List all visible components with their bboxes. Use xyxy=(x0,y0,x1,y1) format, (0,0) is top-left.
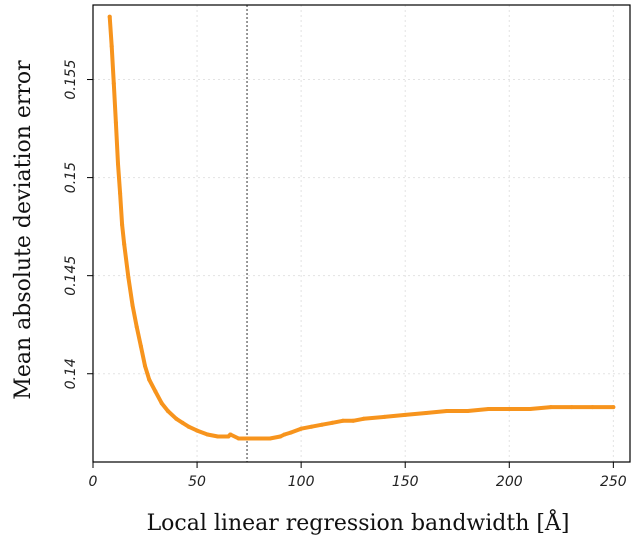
data-point xyxy=(116,161,120,166)
data-point xyxy=(195,428,200,433)
y-axis-label: Mean absolute deviation error xyxy=(11,60,36,400)
data-point xyxy=(528,407,533,411)
data-point xyxy=(205,432,210,437)
y-tick-label: 0.155 xyxy=(63,59,79,99)
data-point xyxy=(309,424,314,429)
data-points xyxy=(107,14,616,441)
data-point xyxy=(215,434,220,439)
y-tick-label: 0.15 xyxy=(63,162,79,193)
data-point xyxy=(138,344,143,349)
data-point xyxy=(330,420,335,425)
data-point xyxy=(444,409,449,413)
x-tick-label: 150 xyxy=(392,474,419,490)
y-tick-label: 0.145 xyxy=(63,256,79,296)
x-axis-ticks: 0 50 100 150 200 250 xyxy=(89,462,627,490)
data-point xyxy=(611,405,616,410)
data-point xyxy=(180,420,185,425)
data-point xyxy=(109,44,114,49)
data-point xyxy=(424,411,428,415)
data-point xyxy=(134,324,139,329)
x-tick-label: 100 xyxy=(288,474,315,490)
data-point xyxy=(486,407,491,411)
data-point xyxy=(228,432,233,437)
data-point xyxy=(247,436,252,441)
data-point xyxy=(267,436,272,441)
grid-lines xyxy=(92,5,630,462)
data-point xyxy=(130,303,135,308)
data-point xyxy=(107,14,112,19)
data-point xyxy=(174,416,179,421)
data-point xyxy=(165,409,170,413)
data-point xyxy=(465,409,470,413)
y-tick-label: 0.14 xyxy=(63,358,79,389)
data-point xyxy=(236,436,241,441)
data-point xyxy=(257,436,262,441)
data-point xyxy=(340,418,345,423)
data-point xyxy=(113,120,118,125)
data-point xyxy=(153,389,158,394)
x-tick-label: 0 xyxy=(89,474,98,490)
data-point xyxy=(278,434,283,439)
data-point xyxy=(126,275,131,280)
data-point xyxy=(320,422,324,427)
data-point xyxy=(403,412,408,417)
data-point xyxy=(507,407,512,411)
x-tick-label: 50 xyxy=(188,474,206,490)
data-point xyxy=(122,242,127,247)
data-point xyxy=(299,426,304,431)
data-point xyxy=(143,363,147,368)
y-axis-ticks: 0.14 0.145 0.15 0.155 xyxy=(63,59,93,389)
data-point xyxy=(118,191,123,196)
data-point xyxy=(569,405,574,410)
data-point xyxy=(351,418,356,423)
data-point xyxy=(120,222,125,227)
plot-frame xyxy=(92,4,631,463)
data-point xyxy=(590,405,595,410)
data-point xyxy=(111,81,116,86)
data-point xyxy=(361,416,366,421)
data-point xyxy=(282,432,287,437)
data-point xyxy=(159,401,164,406)
x-tick-label: 200 xyxy=(496,474,523,490)
series-line xyxy=(107,14,616,441)
data-point xyxy=(548,405,553,410)
data-point xyxy=(382,414,387,419)
x-axis-label: Local linear regression bandwidth [Å] xyxy=(147,508,570,536)
x-tick-label: 250 xyxy=(600,474,627,490)
data-point xyxy=(288,430,293,435)
data-point xyxy=(147,377,152,382)
data-point xyxy=(186,424,191,429)
